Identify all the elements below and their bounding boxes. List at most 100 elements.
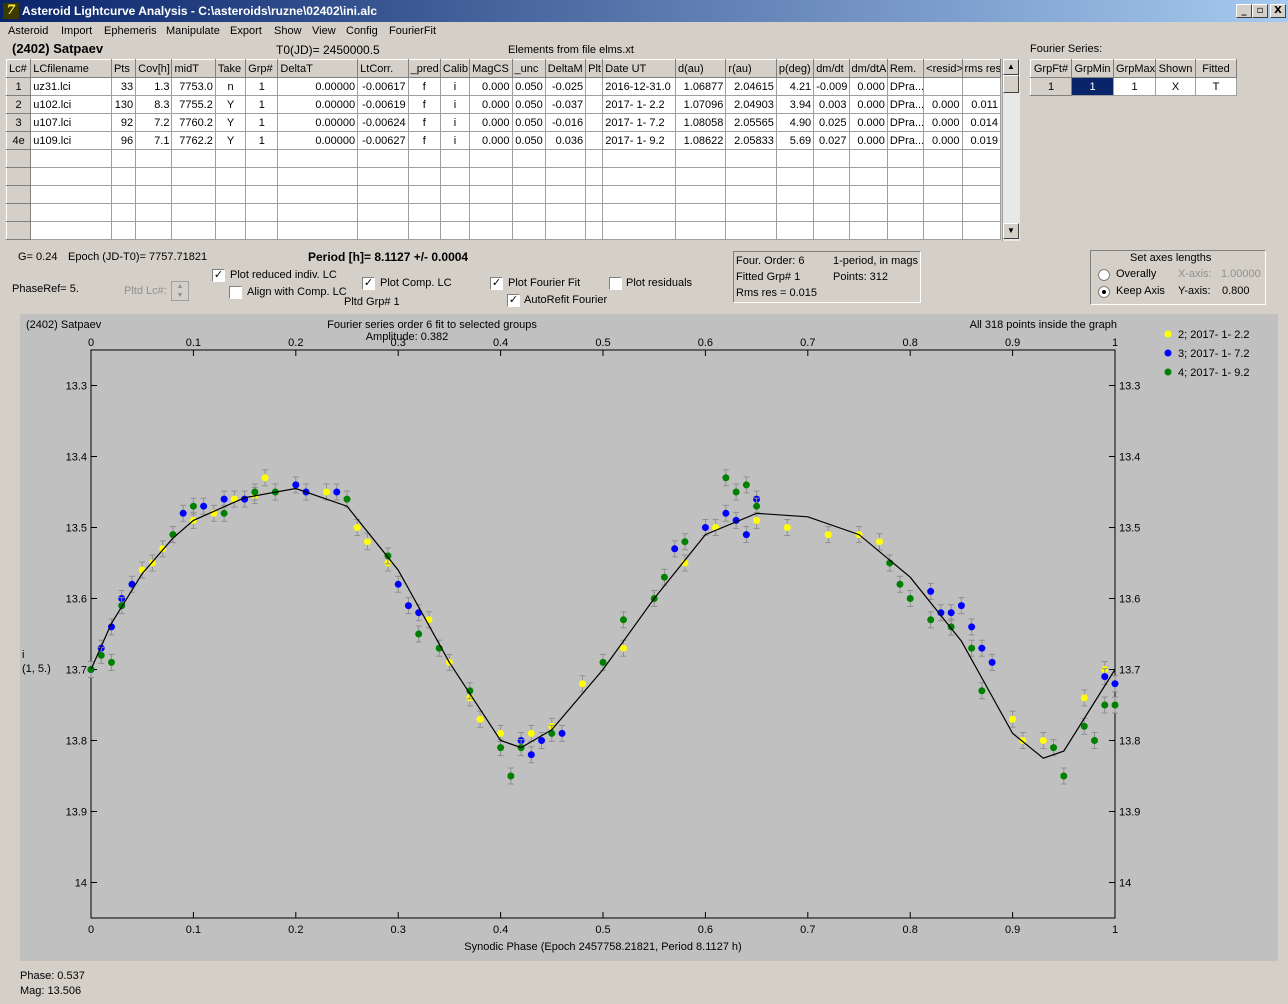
table-row[interactable] bbox=[5, 167, 1002, 186]
table-cell[interactable] bbox=[277, 149, 359, 168]
table-cell[interactable] bbox=[585, 221, 604, 240]
table-cell[interactable] bbox=[775, 203, 815, 222]
row-header[interactable] bbox=[5, 185, 32, 204]
lightcurve-plot-panel[interactable]: 0 0 0.1 0.1 0.2 0.2 0.3 0.3 0.4 0.4 0.5 0.5 0.6 0.6 0.… bbox=[20, 314, 1278, 961]
table-cell[interactable] bbox=[511, 167, 546, 186]
table-cell[interactable]: X bbox=[1155, 77, 1196, 96]
table-cell[interactable]: 2017- 1- 7.2 bbox=[602, 113, 676, 132]
table-cell[interactable] bbox=[439, 185, 471, 204]
table-cell[interactable] bbox=[813, 221, 850, 240]
table-cell[interactable] bbox=[357, 149, 409, 168]
table-cell[interactable]: DPra... bbox=[886, 131, 925, 150]
table-cell[interactable] bbox=[469, 221, 513, 240]
scroll-thumb[interactable] bbox=[1003, 75, 1019, 93]
table-cell[interactable] bbox=[135, 185, 173, 204]
table-cell[interactable] bbox=[357, 167, 409, 186]
table-cell[interactable] bbox=[602, 203, 676, 222]
table-cell[interactable] bbox=[674, 149, 727, 168]
table-cell[interactable] bbox=[674, 185, 727, 204]
table-cell[interactable]: 0.00000 bbox=[277, 95, 359, 114]
table-cell[interactable] bbox=[775, 185, 815, 204]
column-header[interactable]: LCfilename bbox=[30, 59, 112, 78]
column-header[interactable]: rms res bbox=[961, 59, 1002, 78]
column-header[interactable]: Fitted bbox=[1195, 59, 1237, 78]
table-cell[interactable] bbox=[602, 221, 676, 240]
table-cell[interactable] bbox=[544, 185, 587, 204]
table-cell[interactable] bbox=[277, 185, 359, 204]
table-cell[interactable] bbox=[886, 149, 925, 168]
align-comp-checkbox[interactable] bbox=[229, 286, 242, 299]
column-header[interactable]: Rem. bbox=[886, 59, 925, 78]
table-cell[interactable]: 3.94 bbox=[775, 95, 815, 114]
table-cell[interactable]: -0.00624 bbox=[357, 113, 409, 132]
table-cell[interactable] bbox=[135, 221, 173, 240]
table-cell[interactable]: 1.3 bbox=[135, 77, 173, 96]
menu-asteroid[interactable]: Asteroid bbox=[8, 25, 49, 37]
close-button[interactable]: X bbox=[1270, 4, 1286, 18]
table-cell[interactable] bbox=[813, 185, 850, 204]
column-header[interactable]: Plt bbox=[585, 59, 604, 78]
table-cell[interactable]: f bbox=[407, 95, 441, 114]
table-cell[interactable] bbox=[775, 149, 815, 168]
table-cell[interactable] bbox=[585, 149, 604, 168]
table-cell[interactable] bbox=[469, 149, 513, 168]
row-header[interactable]: 1 bbox=[5, 77, 32, 96]
table-cell[interactable] bbox=[511, 221, 546, 240]
table-cell[interactable] bbox=[886, 167, 925, 186]
table-cell[interactable] bbox=[813, 203, 850, 222]
table-cell[interactable]: uz31.lci bbox=[30, 77, 112, 96]
table-cell[interactable]: -0.00627 bbox=[357, 131, 409, 150]
table-cell[interactable]: f bbox=[407, 131, 441, 150]
table-cell[interactable] bbox=[171, 203, 216, 222]
table-cell[interactable]: 1 bbox=[245, 113, 279, 132]
table-cell[interactable] bbox=[277, 203, 359, 222]
table-cell[interactable] bbox=[961, 221, 1002, 240]
lightcurve-plot[interactable]: 0 0 0.1 0.1 0.2 0.2 0.3 0.3 0.4 0.4 0.5 0.5 0.6 0.6 0.… bbox=[20, 314, 1278, 961]
table-cell[interactable] bbox=[469, 167, 513, 186]
table-row[interactable]: 1 uz31.lci 33 1.3 7753.0 n 1 0.00000 -0.00617 f i 0… bbox=[5, 77, 1002, 96]
table-cell[interactable] bbox=[585, 131, 604, 150]
scroll-down-icon[interactable]: ▼ bbox=[1003, 223, 1019, 239]
table-cell[interactable] bbox=[544, 203, 587, 222]
table-cell[interactable]: 0.050 bbox=[511, 131, 546, 150]
table-cell[interactable]: 7760.2 bbox=[171, 113, 216, 132]
table-cell[interactable] bbox=[135, 203, 173, 222]
menu-config[interactable]: Config bbox=[346, 25, 378, 37]
y-axis-value[interactable]: 0.800 bbox=[1222, 285, 1250, 297]
table-cell[interactable]: 96 bbox=[110, 131, 137, 150]
table-cell[interactable]: 0.014 bbox=[961, 113, 1002, 132]
table-cell[interactable]: -0.00617 bbox=[357, 77, 409, 96]
column-header[interactable]: Grp# bbox=[245, 59, 279, 78]
plot-comp-checkbox[interactable]: ✓ bbox=[362, 277, 375, 290]
table-cell[interactable] bbox=[848, 149, 888, 168]
table-cell[interactable]: 0.000 bbox=[848, 131, 888, 150]
row-header[interactable] bbox=[5, 167, 32, 186]
table-cell[interactable]: 130 bbox=[110, 95, 137, 114]
table-cell[interactable] bbox=[775, 221, 815, 240]
table-cell[interactable]: DPra... bbox=[886, 113, 925, 132]
table-cell[interactable] bbox=[886, 185, 925, 204]
table-cell[interactable]: u107.lci bbox=[30, 113, 112, 132]
table-cell[interactable]: -0.025 bbox=[544, 77, 587, 96]
table-cell[interactable] bbox=[511, 149, 546, 168]
overally-radio[interactable] bbox=[1098, 269, 1110, 281]
table-cell[interactable]: 2.04903 bbox=[725, 95, 777, 114]
table-cell[interactable] bbox=[245, 167, 279, 186]
table-cell[interactable] bbox=[544, 149, 587, 168]
table-cell[interactable] bbox=[725, 149, 777, 168]
table-cell[interactable]: i bbox=[439, 77, 471, 96]
table-cell[interactable] bbox=[725, 167, 777, 186]
table-cell[interactable] bbox=[585, 167, 604, 186]
table-cell[interactable]: 0.000 bbox=[923, 95, 963, 114]
table-cell[interactable]: 7755.2 bbox=[171, 95, 216, 114]
table-cell[interactable]: DPra... bbox=[886, 77, 925, 96]
plot-reduced-checkbox[interactable]: ✓ bbox=[212, 269, 225, 282]
table-cell[interactable] bbox=[602, 167, 676, 186]
column-header[interactable]: <resid> bbox=[923, 59, 963, 78]
table-cell[interactable] bbox=[923, 203, 963, 222]
table-cell[interactable] bbox=[544, 221, 587, 240]
table-cell[interactable] bbox=[110, 149, 137, 168]
table-cell[interactable] bbox=[848, 221, 888, 240]
menu-import[interactable]: Import bbox=[61, 25, 93, 37]
